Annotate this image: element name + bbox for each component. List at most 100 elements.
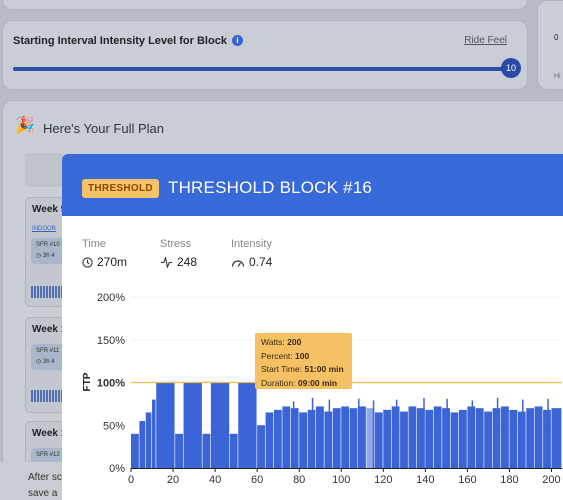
modal-title: THRESHOLD BLOCK #16: [168, 178, 373, 197]
chart-spike: [292, 401, 295, 468]
clock-icon: [82, 256, 93, 268]
chart-bar: [551, 408, 562, 468]
chart-bar: [408, 406, 417, 468]
chart-bar: [316, 406, 324, 468]
chart-bar: [324, 411, 333, 468]
x-tick-label: 40: [209, 474, 221, 486]
chart-spike: [471, 400, 474, 468]
chart-bar: [534, 406, 543, 468]
tooltip-watts-value: 200: [287, 337, 302, 347]
tooltip-start-label: Start Time:: [261, 364, 303, 374]
session-pill[interactable]: SFR #11 ◷ 3h 4: [31, 344, 67, 370]
week-title: Week 1: [32, 324, 67, 335]
chart-bar: [484, 411, 493, 468]
tooltip-start-value: 51:00 min: [304, 364, 344, 374]
stat-label: Time: [82, 238, 107, 250]
stat-value: 0.74: [231, 255, 272, 269]
x-tick-label: 60: [251, 474, 263, 486]
side-card-label: Hi: [554, 73, 561, 80]
chart-bar: [156, 382, 175, 468]
stat-value: 270m: [82, 255, 127, 269]
interval-tooltip: Watts: 200 Percent: 100 Start Time: 51:0…: [255, 333, 352, 389]
confetti-icon: 🎉: [15, 117, 35, 134]
bottom-notice-line2: save a: [28, 488, 58, 499]
session-duration: ◷ 3h 4: [36, 253, 55, 259]
chart-bar: [238, 382, 257, 468]
stat-stress: Stress 248: [160, 238, 197, 269]
slider-track[interactable]: [13, 67, 509, 71]
chart-bar: [139, 420, 146, 468]
week-card[interactable]: Week 1 SFR #11 ◷ 3h 4: [25, 317, 69, 413]
y-tick-label: 150%: [97, 335, 125, 347]
chart-spike: [423, 397, 425, 468]
stat-value-text: 0.74: [249, 255, 273, 269]
chart-bar: [183, 382, 202, 468]
workout-detail-modal: THRESHOLD THRESHOLD BLOCK #16 Time 270m …: [62, 154, 563, 500]
chart-bar: [175, 433, 183, 468]
chart-spike: [311, 397, 314, 468]
chart-bar: [492, 408, 501, 468]
bottom-notice: After sc save a: [0, 462, 70, 500]
chart-bar: [332, 408, 341, 468]
plan-title: Here's Your Full Plan: [43, 121, 164, 136]
tooltip-percent: Percent: 100: [261, 350, 346, 364]
x-tick-label: 140: [416, 474, 434, 486]
chart-bar: [475, 408, 484, 468]
chart-bar: [442, 408, 450, 468]
chart-spike: [446, 398, 448, 468]
slider-thumb[interactable]: 10: [501, 58, 521, 78]
chart-bar: [202, 433, 211, 468]
chart-bar: [543, 409, 551, 468]
slider-title-text: Starting Interval Intensity Level for Bl…: [13, 35, 227, 47]
tooltip-watts-label: Watts:: [261, 337, 285, 347]
chart-spike: [395, 399, 398, 468]
y-axis-label: FTP: [82, 372, 93, 391]
chart-bar: [152, 399, 156, 468]
chart-spike: [547, 398, 549, 468]
y-tick-label: 50%: [103, 420, 125, 432]
chart-spike: [496, 397, 499, 468]
chart-bar: [229, 433, 238, 468]
chart-bar: [416, 408, 425, 468]
tooltip-duration-value: 09:00 min: [297, 377, 338, 388]
stat-label: Intensity: [231, 238, 272, 250]
chart-spike: [372, 400, 375, 468]
chart-bar: [509, 409, 518, 468]
chart-bar: [450, 412, 459, 468]
chart-bar: [458, 409, 467, 468]
indoor-link[interactable]: INDOOR: [32, 226, 56, 232]
chart-bar: [526, 408, 535, 468]
chart-bar: [131, 433, 139, 468]
info-icon[interactable]: i: [231, 35, 243, 46]
session-name: SFR #10: [36, 242, 60, 248]
chart-bar: [391, 406, 400, 468]
chart-bar: [265, 412, 274, 468]
bottom-notice-line1: After sc: [28, 472, 62, 483]
chart-bar: [273, 409, 282, 468]
x-tick-label: 160: [458, 474, 476, 486]
chart-bar: [290, 408, 299, 468]
intensity-slider-card: Starting Interval Intensity Level for Bl…: [2, 20, 528, 90]
top-card: [2, 0, 528, 10]
x-tick-label: 100: [332, 474, 350, 486]
chart-spike: [358, 398, 360, 468]
session-pill[interactable]: SFR #10 ◷ 3h 4: [31, 238, 67, 264]
chart-bar: [145, 412, 152, 468]
tooltip-start: Start Time: 51:00 min: [261, 363, 346, 377]
chart-bar: [501, 406, 509, 468]
session-name: SFR #11: [36, 348, 60, 354]
gauge-icon: [231, 259, 245, 267]
ride-feel-link[interactable]: Ride Feel: [464, 35, 507, 46]
side-card: 0 Hi: [537, 0, 563, 90]
chart-bar: [257, 425, 265, 468]
modal-header: THRESHOLD THRESHOLD BLOCK #16: [62, 154, 563, 216]
chart-bar: [383, 409, 392, 468]
x-tick-label: 200: [542, 474, 560, 486]
chart-bar: [366, 408, 375, 468]
chart-bar: [299, 412, 308, 468]
stat-value-text: 248: [177, 255, 198, 269]
stat-intensity: Intensity 0.74: [231, 238, 272, 269]
plan-placeholder: [25, 153, 65, 187]
tooltip-duration: Duration: 09:00 min: [261, 377, 346, 391]
mini-workout-chart: [31, 390, 65, 402]
